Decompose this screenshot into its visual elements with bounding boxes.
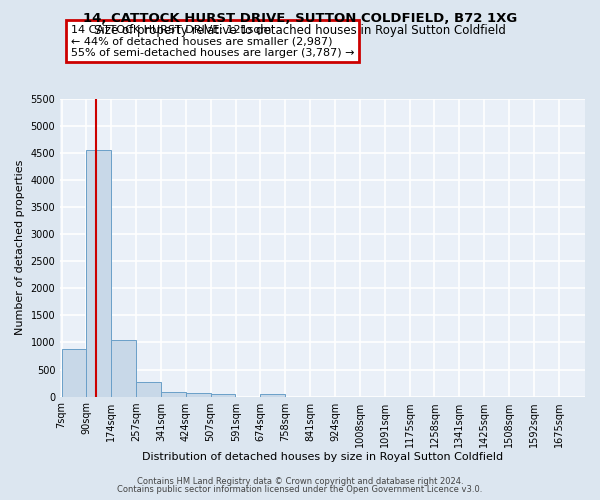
Bar	[260, 394, 285, 396]
X-axis label: Distribution of detached houses by size in Royal Sutton Coldfield: Distribution of detached houses by size …	[142, 452, 503, 462]
Text: 14 CATTOCK HURST DRIVE: 121sqm
← 44% of detached houses are smaller (2,987)
55% : 14 CATTOCK HURST DRIVE: 121sqm ← 44% of …	[71, 24, 354, 58]
Bar	[112, 340, 136, 396]
Bar	[136, 382, 161, 396]
Text: Size of property relative to detached houses in Royal Sutton Coldfield: Size of property relative to detached ho…	[94, 24, 506, 37]
Bar	[86, 150, 111, 396]
Bar	[62, 349, 86, 397]
Bar	[186, 392, 211, 396]
Text: 14, CATTOCK HURST DRIVE, SUTTON COLDFIELD, B72 1XG: 14, CATTOCK HURST DRIVE, SUTTON COLDFIEL…	[83, 12, 517, 26]
Bar	[211, 394, 235, 396]
Bar	[161, 392, 186, 396]
Y-axis label: Number of detached properties: Number of detached properties	[15, 160, 25, 336]
Text: Contains HM Land Registry data © Crown copyright and database right 2024.: Contains HM Land Registry data © Crown c…	[137, 477, 463, 486]
Text: Contains public sector information licensed under the Open Government Licence v3: Contains public sector information licen…	[118, 485, 482, 494]
